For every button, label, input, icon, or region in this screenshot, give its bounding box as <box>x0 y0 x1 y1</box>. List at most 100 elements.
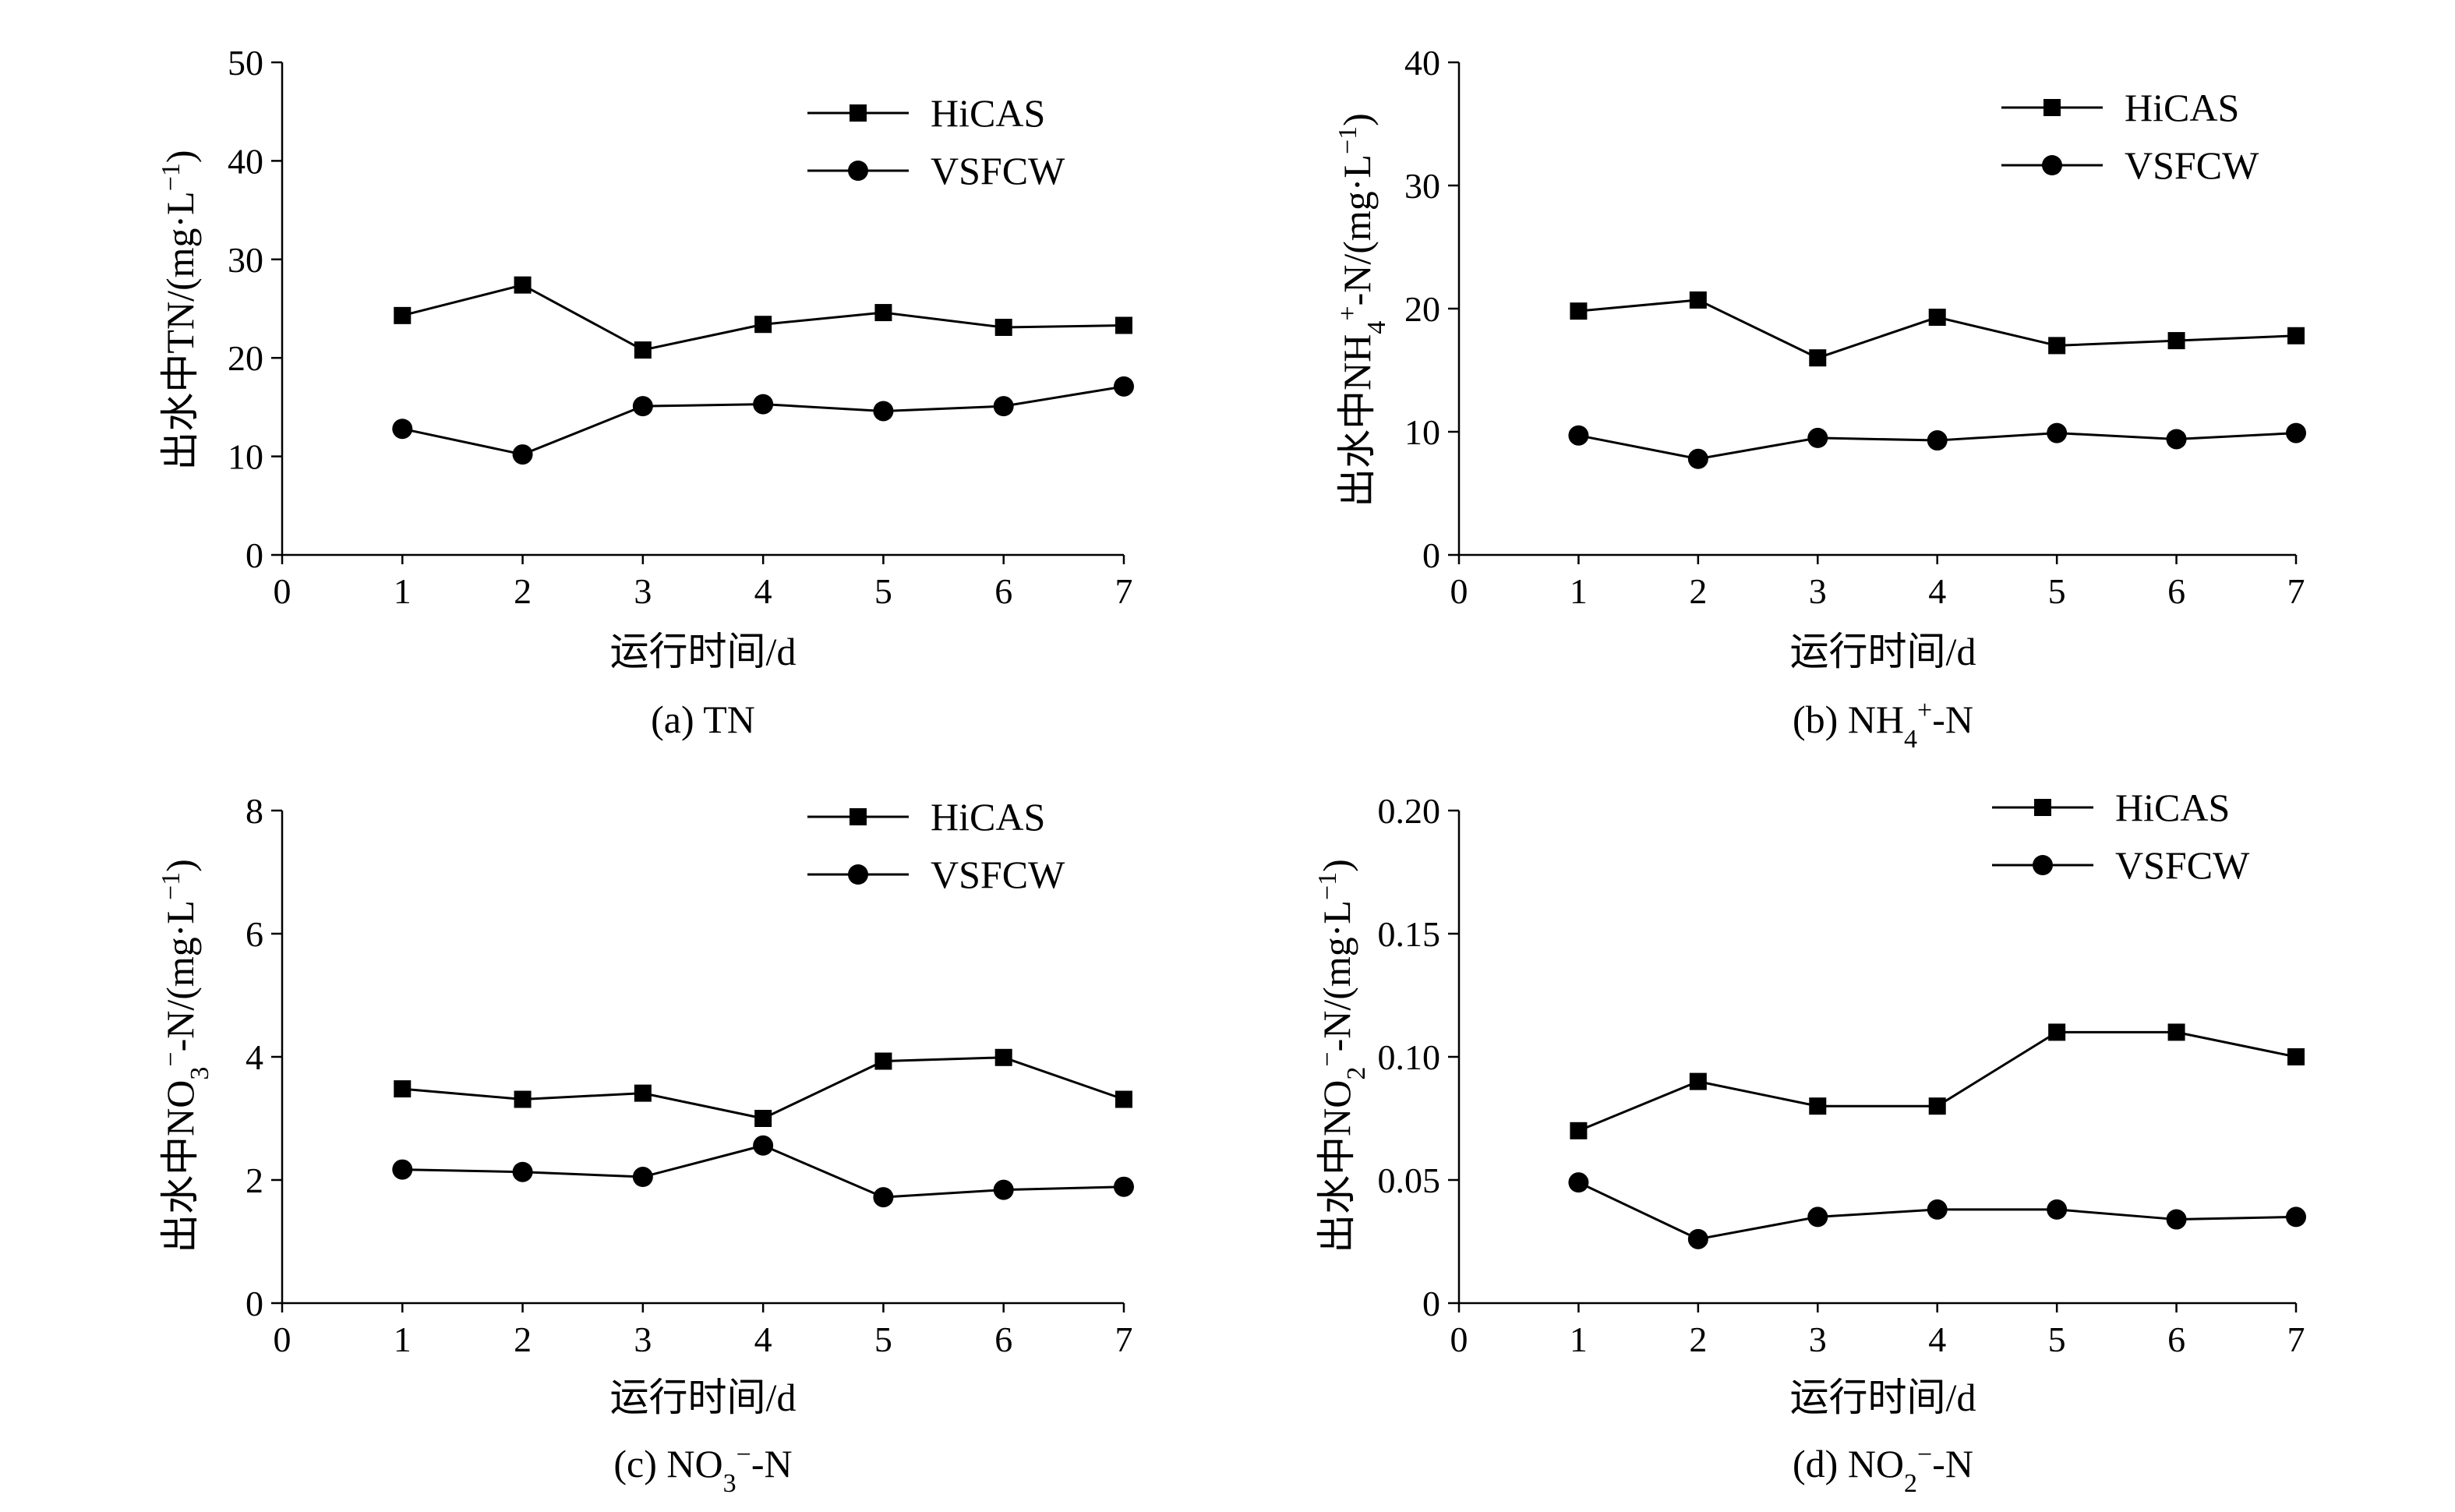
x-tick-label: 0 <box>274 571 291 611</box>
data-point-vsfcw <box>1687 448 1708 469</box>
panel-c-no3: 0 1 2 3 4 5 6 7 0 2 4 6 8 HiCAS VSFCW 出水中NO3−-N/(mg·L… <box>157 791 1134 1498</box>
data-point-vsfcw <box>512 444 533 465</box>
data-point-vsfcw <box>2166 1209 2187 1230</box>
data-point-vsfcw <box>1114 376 1134 397</box>
x-tick-label: 2 <box>514 571 532 611</box>
data-point-hicas <box>1928 1097 1946 1115</box>
data-point-vsfcw <box>753 1135 774 1156</box>
panel-a-ylabel: 出水中TN/(mg·L−1) <box>157 150 203 470</box>
data-point-hicas <box>394 1080 412 1098</box>
panel-d-markers <box>1568 1023 2306 1249</box>
y-tick-label: 2 <box>246 1160 263 1200</box>
data-point-hicas <box>2287 1048 2305 1065</box>
data-point-vsfcw <box>2047 1199 2068 1220</box>
data-point-hicas <box>1809 349 1827 367</box>
legend-label-vsfcw: VSFCW <box>2115 843 2250 887</box>
y-tick-label: 0 <box>1422 535 1440 575</box>
panel-b-caption: (b) NH4+-N <box>1793 696 1973 754</box>
data-point-vsfcw <box>1927 1199 1948 1220</box>
y-tick-label: 40 <box>228 141 263 181</box>
y-tick-label: 0.15 <box>1378 914 1441 954</box>
x-tick-label: 2 <box>1689 571 1707 611</box>
panel-c-ylabel: 出水中NO3−-N/(mg·L−1) <box>157 859 214 1253</box>
data-point-hicas <box>1689 291 1707 309</box>
data-point-hicas <box>514 276 532 294</box>
panel-a-lines <box>401 284 1125 456</box>
data-point-vsfcw <box>1114 1176 1134 1197</box>
data-point-vsfcw <box>1568 1172 1589 1193</box>
x-tick-label: 4 <box>754 571 772 611</box>
legend-label-vsfcw: VSFCW <box>931 853 1065 896</box>
x-tick-label: 7 <box>1115 571 1133 611</box>
data-point-vsfcw <box>2286 1206 2306 1228</box>
data-point-vsfcw <box>873 401 894 422</box>
data-point-hicas <box>1570 1122 1588 1139</box>
y-tick-label: 4 <box>246 1037 263 1077</box>
legend-marker-hicas <box>850 808 867 825</box>
y-tick-label: 30 <box>228 240 263 280</box>
data-point-vsfcw <box>512 1161 533 1182</box>
legend-marker-vsfcw <box>2042 155 2062 175</box>
data-point-hicas <box>994 319 1012 337</box>
x-tick-label: 3 <box>634 1319 652 1359</box>
x-tick-label: 2 <box>1689 1319 1707 1359</box>
data-point-hicas <box>874 304 892 322</box>
x-tick-label: 4 <box>1928 571 1946 611</box>
panel-a-legend: HiCAS VSFCW <box>807 91 1065 193</box>
x-tick-label: 7 <box>2287 1319 2305 1359</box>
panel-d-ticks: 0 1 2 3 4 5 6 7 0 0.05 0.10 0.15 0.20 <box>1378 791 2305 1359</box>
data-point-hicas <box>1689 1072 1707 1090</box>
series-line-hicas <box>1577 1030 2297 1132</box>
data-point-vsfcw <box>993 396 1014 417</box>
data-point-vsfcw <box>392 1159 413 1180</box>
data-point-vsfcw <box>1687 1228 1708 1249</box>
data-point-vsfcw <box>632 1167 653 1188</box>
x-tick-label: 2 <box>514 1319 532 1359</box>
data-point-vsfcw <box>1807 427 1828 448</box>
panel-c-caption: (c) NO3−-N <box>613 1440 792 1498</box>
data-point-vsfcw <box>993 1179 1014 1200</box>
y-tick-label: 0 <box>1422 1284 1440 1323</box>
data-point-hicas <box>2167 332 2185 350</box>
x-tick-label: 7 <box>2287 571 2305 611</box>
panel-b-nh4: 0 1 2 3 4 5 6 7 0 10 20 30 40 HiCAS VSFCW 出水中NH4+-N/(… <box>1333 43 2306 754</box>
series-line-hicas <box>402 1056 1125 1120</box>
panel-a-markers <box>392 276 1134 465</box>
x-tick-label: 1 <box>394 1319 412 1359</box>
legend-marker-vsfcw <box>848 864 868 885</box>
x-tick-label: 1 <box>1570 1319 1588 1359</box>
panel-b-xlabel: 运行时间/d <box>1790 630 1976 673</box>
x-tick-label: 6 <box>994 1319 1012 1359</box>
panel-c-xlabel: 运行时间/d <box>610 1376 797 1419</box>
y-tick-label: 0.20 <box>1378 791 1441 831</box>
y-tick-label: 20 <box>1404 289 1440 329</box>
data-point-hicas <box>2167 1023 2185 1041</box>
legend-label-vsfcw: VSFCW <box>931 149 1065 193</box>
y-tick-label: 6 <box>246 914 263 954</box>
x-tick-label: 5 <box>2048 571 2066 611</box>
data-point-vsfcw <box>2166 429 2187 450</box>
panel-d-legend: HiCAS VSFCW <box>1992 786 2250 887</box>
x-tick-label: 6 <box>2167 571 2185 611</box>
legend-marker-vsfcw <box>2033 855 2053 875</box>
data-point-hicas <box>1570 302 1588 320</box>
panel-d-xlabel: 运行时间/d <box>1790 1376 1976 1419</box>
data-point-vsfcw <box>873 1187 894 1208</box>
data-point-hicas <box>994 1048 1012 1066</box>
data-point-vsfcw <box>1927 430 1948 451</box>
legend-marker-hicas <box>850 104 867 122</box>
x-tick-label: 3 <box>1809 571 1827 611</box>
y-tick-label: 0.10 <box>1378 1037 1441 1077</box>
x-tick-label: 5 <box>2048 1319 2066 1359</box>
legend-marker-hicas <box>2034 799 2051 816</box>
panel-c-legend: HiCAS VSFCW <box>807 795 1065 896</box>
x-tick-label: 0 <box>1450 571 1468 611</box>
panel-b-ticks: 0 1 2 3 4 5 6 7 0 10 20 30 40 <box>1404 43 2305 611</box>
data-point-hicas <box>754 1110 772 1127</box>
data-point-vsfcw <box>1807 1206 1828 1228</box>
panel-d-caption: (d) NO2−-N <box>1793 1440 1973 1498</box>
x-tick-label: 1 <box>1570 571 1588 611</box>
x-tick-label: 1 <box>394 571 412 611</box>
panel-a-caption: (a) TN <box>651 698 755 741</box>
